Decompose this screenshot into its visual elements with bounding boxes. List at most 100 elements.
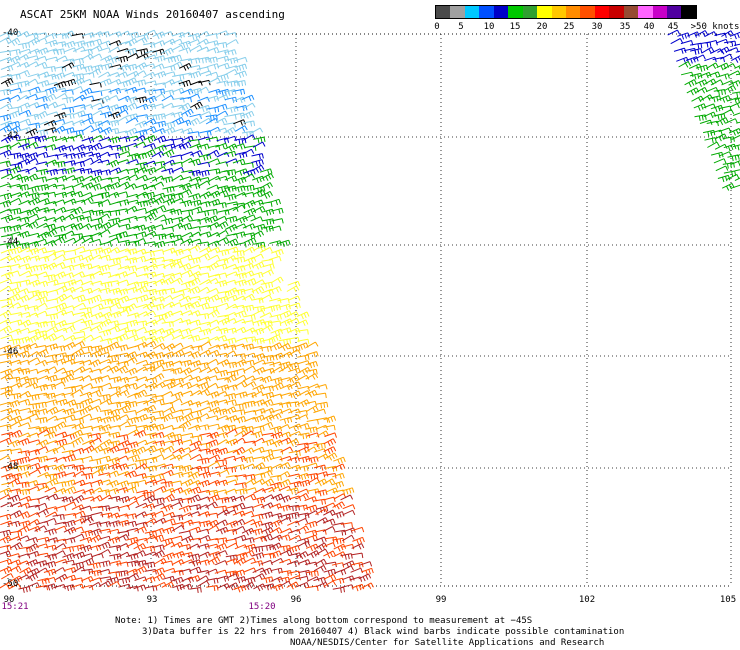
- wind-barb: [187, 511, 201, 517]
- wind-barb: [178, 530, 192, 536]
- wind-barb: [233, 318, 246, 324]
- note-line-3: NOAA/NESDIS/Center for Satellite Applica…: [290, 638, 605, 648]
- wind-barb: [63, 501, 77, 508]
- wind-barb: [304, 529, 318, 536]
- wind-barb: [16, 216, 30, 223]
- wind-barb: [162, 526, 175, 535]
- wind-barb: [35, 334, 49, 341]
- wind-barb: [7, 494, 21, 503]
- wind-barb: [152, 256, 165, 263]
- wind-barb: [62, 584, 75, 592]
- wind-barb: [45, 537, 59, 544]
- wind-barb: [232, 518, 246, 526]
- wind-barb: [34, 55, 48, 62]
- wind-barb: [324, 432, 337, 438]
- wind-barb: [115, 191, 129, 197]
- wind-barb: [79, 216, 93, 223]
- wind-barb: [199, 246, 212, 254]
- wind-barb: [9, 510, 23, 519]
- wind-barb: [171, 559, 185, 566]
- wind-barb: [108, 87, 122, 95]
- wind-barb: [64, 424, 77, 430]
- wind-barb: [45, 313, 59, 320]
- wind-barb: [45, 374, 58, 383]
- wind-barb: [241, 148, 255, 156]
- wind-barb: [205, 439, 219, 447]
- wind-barb: [187, 471, 201, 480]
- wind-barb: [154, 214, 167, 221]
- wind-barb: [18, 200, 31, 206]
- wind-barb: [0, 285, 13, 293]
- wind-barb: [34, 238, 48, 245]
- wind-barb: [179, 199, 193, 207]
- wind-barb: [223, 406, 237, 415]
- wind-barb: [98, 424, 112, 432]
- wind-barb: [90, 217, 103, 224]
- wind-barb: [37, 536, 50, 543]
- wind-barb: [88, 68, 102, 75]
- wind-barb: [170, 497, 184, 504]
- wind-barb: [124, 205, 138, 213]
- wind-barb: [180, 88, 194, 95]
- wind-barb: [99, 184, 113, 192]
- wind-barb: [169, 54, 183, 63]
- wind-barb: [188, 486, 202, 495]
- wind-barb: [251, 230, 265, 237]
- wind-barb: [54, 438, 68, 446]
- wind-barb: [62, 305, 75, 311]
- wind-barb: [145, 382, 158, 391]
- wind-barb: [35, 310, 48, 317]
- wind-barb: [179, 62, 192, 71]
- wind-barb: [260, 320, 273, 328]
- wind-barb: [693, 54, 706, 61]
- wind-barb: [79, 391, 93, 398]
- wind-barb: [80, 345, 93, 352]
- wind-barb: [351, 552, 364, 559]
- colorbar-label: 40: [643, 22, 655, 32]
- wind-barb: [17, 481, 30, 488]
- wind-barb: [54, 293, 68, 302]
- wind-barb: [333, 456, 346, 465]
- wind-barb: [152, 31, 166, 40]
- wind-barb: [306, 456, 319, 464]
- wind-barb: [72, 214, 85, 223]
- wind-barb: [188, 270, 202, 280]
- wind-barb: [89, 53, 103, 60]
- wind-barb: [34, 135, 48, 143]
- wind-barb: [243, 237, 257, 246]
- wind-barb: [233, 176, 247, 185]
- wind-barb: [154, 144, 167, 153]
- wind-barb: [133, 141, 147, 148]
- wind-barb: [278, 479, 291, 487]
- wind-barb: [341, 543, 355, 550]
- wind-barb: [707, 71, 721, 78]
- wind-barb: [163, 567, 176, 574]
- wind-barb: [25, 141, 39, 149]
- wind-barb: [305, 426, 318, 434]
- wind-barb: [188, 559, 202, 567]
- wind-barb: [35, 384, 49, 392]
- wind-barb: [215, 369, 229, 377]
- wind-barb: [189, 465, 203, 472]
- wind-barb: [151, 364, 165, 372]
- wind-barb: [62, 325, 76, 332]
- wind-barb: [197, 580, 210, 588]
- wind-barb: [271, 207, 284, 215]
- wind-barb: [199, 406, 212, 412]
- wind-barb: [134, 576, 148, 582]
- wind-barb: [728, 70, 740, 77]
- wind-barb: [90, 376, 103, 384]
- wind-barb: [260, 533, 273, 542]
- wind-barb: [216, 469, 230, 476]
- wind-barb: [152, 93, 166, 100]
- wind-barb: [124, 102, 138, 111]
- wind-barb: [234, 70, 248, 78]
- wind-barb: [268, 413, 282, 420]
- wind-barb: [62, 113, 75, 120]
- wind-barb: [89, 534, 102, 543]
- wind-barb: [710, 79, 724, 86]
- wind-barb: [44, 159, 58, 166]
- wind-barb: [99, 318, 112, 327]
- wind-barb: [151, 181, 165, 188]
- wind-barb: [17, 488, 31, 496]
